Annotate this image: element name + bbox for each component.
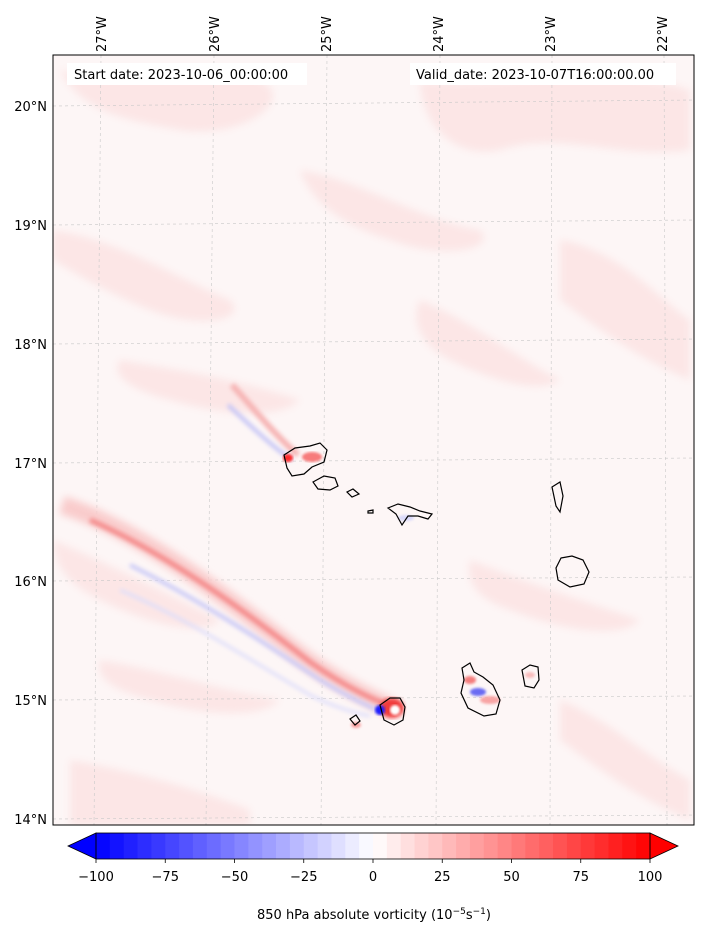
colorbar-segment: [497, 833, 513, 859]
island-brava: [349, 714, 361, 726]
colorbar-segment: [428, 833, 443, 859]
lon-label-22w: 22°W: [656, 16, 671, 52]
colorbar-segment: [123, 833, 139, 859]
colorbar-segment: [289, 833, 305, 859]
colorbar-segment: [553, 833, 568, 859]
colorbar-segment: [359, 833, 374, 859]
island-santa-luzia: [345, 488, 361, 498]
island-sal: [551, 481, 564, 514]
lat-label-18n: 18°N: [14, 338, 47, 353]
lon-label-23w: 23°W: [544, 16, 559, 52]
colorbar-segment: [137, 833, 152, 859]
lat-label-16n: 16°N: [14, 575, 47, 590]
island-sao-vicente: [312, 475, 339, 491]
colorbar-ticks: −100 −75 −50 −25 0 25 50 75 100: [78, 859, 662, 885]
colorbar-segment: [96, 833, 111, 859]
colorbar-tick-label: 100: [638, 870, 663, 885]
colorbar-tick-label: −25: [290, 870, 317, 885]
colorbar-segment: [483, 833, 499, 859]
colorbar-tick-label: 25: [434, 870, 451, 885]
colorbar-segment: [303, 833, 319, 859]
colorbar-segment: [317, 833, 333, 859]
colorbar-segment: [151, 833, 166, 859]
colorbar-segment: [580, 833, 596, 859]
island-coastlines: [283, 442, 590, 726]
lat-label-20n: 20°N: [14, 100, 47, 115]
weak-vorticity-field: [53, 70, 690, 825]
colorbar-segment: [636, 833, 651, 859]
island-ilheu: [367, 509, 374, 514]
colorbar-high-extend: [649, 832, 679, 860]
colorbar-segment: [622, 833, 637, 859]
colorbar-segment: [469, 833, 485, 859]
island-maio: [521, 664, 540, 689]
island-santiago: [460, 662, 501, 717]
colorbar: −100 −75 −50 −25 0 25 50 75 100 850 hPa absolute…: [67, 832, 679, 923]
colorbar-tick-label: −75: [152, 870, 179, 885]
colorbar-low-extend: [67, 832, 97, 860]
lat-label-17n: 17°N: [14, 457, 47, 472]
start-date-text: Start date: 2023-10-06_00:00:00: [74, 68, 288, 83]
colorbar-segment: [248, 833, 263, 859]
map-panel: [53, 55, 694, 825]
colorbar-segment: [373, 833, 388, 859]
colorbar-segments: [96, 833, 651, 859]
colorbar-segment: [511, 833, 526, 859]
colorbar-segment: [386, 833, 402, 859]
colorbar-segment: [331, 833, 346, 859]
colorbar-segment: [594, 833, 610, 859]
island-fogo: [379, 697, 406, 726]
colorbar-segment: [109, 833, 125, 859]
valid-date-box: [410, 63, 676, 85]
map-frame: [52, 54, 695, 826]
valid-date-text: Valid_date: 2023-10-07T16:00:00.00: [416, 68, 654, 83]
colorbar-label: 850 hPa absolute vorticity (10−5s−1): [257, 907, 491, 923]
island-sao-nicolau: [386, 503, 434, 527]
island-boa-vista: [555, 555, 590, 588]
colorbar-segment: [192, 833, 208, 859]
island-santo-antao: [283, 442, 328, 477]
colorbar-segment: [220, 833, 236, 859]
colorbar-segment: [414, 833, 429, 859]
lon-label-25w: 25°W: [320, 16, 335, 52]
colorbar-segment: [525, 833, 540, 859]
colorbar-tick-label: −100: [78, 870, 114, 885]
colorbar-tick-label: −50: [221, 870, 248, 885]
colorbar-segment: [234, 833, 249, 859]
lat-label-19n: 19°N: [14, 219, 47, 234]
colorbar-segment: [179, 833, 194, 859]
lon-label-27w: 27°W: [95, 16, 110, 52]
colorbar-segment: [345, 833, 360, 859]
map-gridlines: [53, 55, 694, 825]
colorbar-segment: [276, 833, 291, 859]
southern-vorticity-streak: [59, 496, 404, 718]
latitude-labels: 20°N 19°N 18°N 17°N 16°N 15°N 14°N: [14, 100, 47, 828]
colorbar-segment: [400, 833, 416, 859]
colorbar-segment: [442, 833, 457, 859]
northern-vorticity-streak: [226, 382, 322, 462]
longitude-labels: 27°W 26°W 25°W 24°W 23°W 22°W: [95, 16, 671, 52]
lon-label-26w: 26°W: [208, 16, 223, 52]
colorbar-segment: [456, 833, 471, 859]
colorbar-segment: [262, 833, 277, 859]
lon-label-24w: 24°W: [432, 16, 447, 52]
lat-label-14n: 14°N: [14, 813, 47, 828]
colorbar-tick-label: 0: [369, 870, 377, 885]
colorbar-segment: [165, 833, 180, 859]
start-date-box: [67, 63, 307, 85]
colorbar-segment: [566, 833, 582, 859]
colorbar-segment: [608, 833, 623, 859]
colorbar-segment: [206, 833, 222, 859]
colorbar-segment: [539, 833, 554, 859]
lat-label-15n: 15°N: [14, 694, 47, 709]
colorbar-tick-label: 75: [572, 870, 589, 885]
colorbar-tick-label: 50: [503, 870, 520, 885]
